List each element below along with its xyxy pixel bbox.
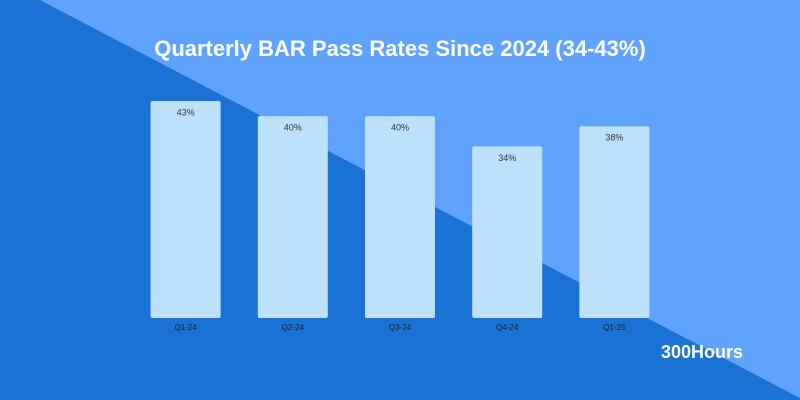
bar [257, 116, 328, 319]
value-label: 34% [498, 153, 516, 163]
x-tick-label: Q2-24 [282, 323, 305, 332]
chart-title: Quarterly BAR Pass Rates Since 2024 (34-… [154, 36, 646, 61]
bar [150, 101, 221, 318]
bar [365, 116, 435, 319]
bar [472, 146, 543, 318]
value-label: 38% [605, 133, 623, 143]
bar [579, 126, 650, 318]
x-tick-label: Q1-24 [174, 323, 197, 332]
x-tick-label: Q4-24 [496, 323, 519, 332]
value-label: 43% [177, 107, 195, 117]
value-label: 40% [391, 123, 409, 133]
x-tick-label: Q1-25 [603, 323, 626, 332]
value-label: 40% [284, 123, 302, 133]
brand: 300Hours [661, 342, 743, 362]
x-tick-label: Q3-24 [389, 323, 412, 332]
